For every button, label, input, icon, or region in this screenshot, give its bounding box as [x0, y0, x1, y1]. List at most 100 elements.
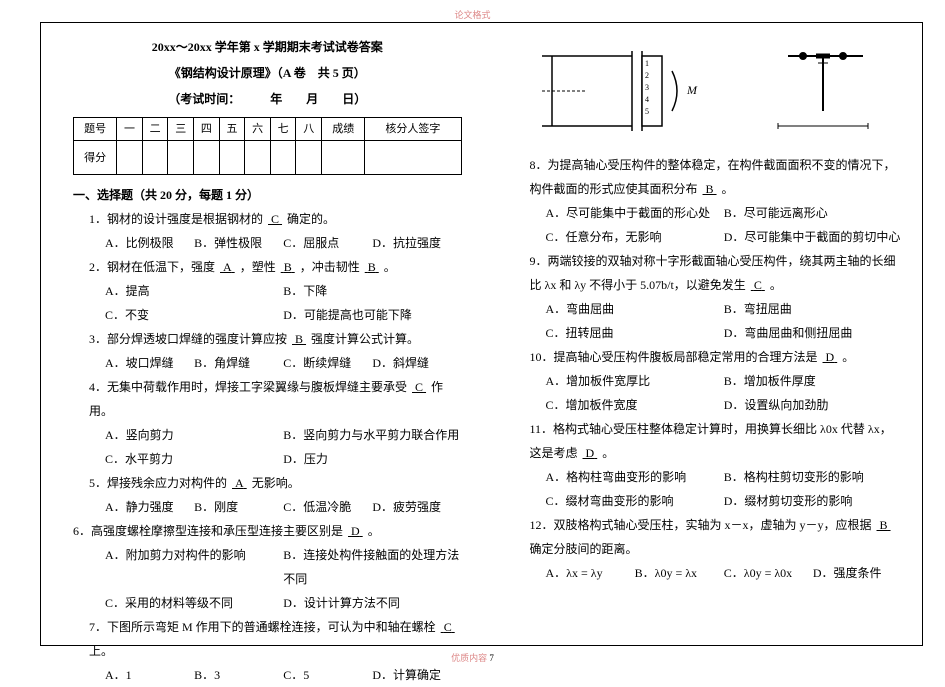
q6-optB: B．连接处构件接触面的处理方法不同 [283, 543, 461, 591]
q2-optA: A．提高 [105, 279, 283, 303]
q9-ans: C [749, 278, 767, 292]
page-number: 7 [489, 653, 494, 663]
q9-pre: 9．两端铰接的双轴对称十字形截面轴心受压构件，绕其两主轴的长细比 λx 和 λy… [530, 254, 896, 292]
th-6: 六 [245, 118, 271, 141]
q9-opts1: A．弯曲屈曲 B．弯扭屈曲 [546, 297, 903, 321]
q12-opts: A．λx = λy B．λ0y = λx C．λ0y = λ0x D．强度条件 [546, 561, 903, 585]
q10-optD: D．设置纵向加劲肋 [724, 393, 902, 417]
q2-opts1: A．提高 B．下降 [105, 279, 462, 303]
q7-diagram-row: 1 2 3 4 5 M [514, 33, 903, 153]
q3-suf: 强度计算公式计算。 [311, 332, 419, 346]
q7-optC: C．5 [283, 663, 372, 687]
score-value-row: 得分 [74, 141, 462, 175]
q4: 4．无集中荷载作用时，焊接工字梁翼缘与腹板焊缝主要承受 C 作用。 [89, 375, 462, 423]
q11-optC: C．缀材弯曲变形的影响 [546, 489, 724, 513]
q5-optA: A．静力强度 [105, 495, 194, 519]
q8-optD: D．尽可能集中于截面的剪切中心 [724, 225, 902, 249]
q6: 6．高强度螺栓摩擦型连接和承压型连接主要区别是 D 。 [73, 519, 462, 543]
header-line2: 《钢结构设计原理》（A 卷 共 5 页） [73, 61, 462, 85]
q4-optB: B．竖向剪力与水平剪力联合作用 [283, 423, 461, 447]
q8-suf: 。 [722, 182, 734, 196]
th-2: 二 [142, 118, 168, 141]
q11-optA: A．格构柱弯曲变形的影响 [546, 465, 724, 489]
q7-ans: C [439, 620, 457, 634]
q6-ans: D [346, 524, 365, 538]
q10-optA: A．增加板件宽厚比 [546, 369, 724, 393]
score-header-row: 题号 一 二 三 四 五 六 七 八 成绩 核分人签字 [74, 118, 462, 141]
q12-optA: A．λx = λy [546, 561, 635, 585]
score-row-label: 得分 [74, 141, 117, 175]
header-line3: （考试时间： 年 月 日） [73, 87, 462, 111]
q7-opts: A．1 B．3 C．5 D．计算确定 [105, 663, 462, 687]
q11-opts2: C．缀材弯曲变形的影响 D．缀材剪切变形的影响 [546, 489, 903, 513]
q7-optB: B．3 [194, 663, 283, 687]
q12-optB: B．λ0y = λx [635, 561, 724, 585]
q10-ans: D [821, 350, 840, 364]
q9-optA: A．弯曲屈曲 [546, 297, 724, 321]
q12-pre: 12．双肢格构式轴心受压柱，实轴为 x－x，虚轴为 y－y，应根据 [530, 518, 872, 532]
q4-optC: C．水平剪力 [105, 447, 283, 471]
q8-opts1: A．尽可能集中于截面的形心处 B．尽可能远离形心 [546, 201, 903, 225]
q2-optC: C．不变 [105, 303, 283, 327]
T-section-diagram-icon [768, 41, 878, 141]
q9-optC: C．扭转屈曲 [546, 321, 724, 345]
q1-optC: C．屈服点 [283, 231, 372, 255]
q11-optB: B．格构柱剪切变形的影响 [724, 465, 902, 489]
q3-opts: A．坡口焊缝 B．角焊缝 C．断续焊缝 D．斜焊缝 [105, 351, 462, 375]
q1-optB: B．弹性极限 [194, 231, 283, 255]
th-5: 五 [219, 118, 245, 141]
q11-opts1: A．格构柱弯曲变形的影响 B．格构柱剪切变形的影响 [546, 465, 903, 489]
svg-text:M: M [686, 83, 698, 97]
q5: 5．焊接残余应力对构件的 A 无影响。 [89, 471, 462, 495]
q2-pre: 2．钢材在低温下，强度 [89, 260, 215, 274]
q10-optC: C．增加板件宽度 [546, 393, 724, 417]
q11: 11．格构式轴心受压柱整体稳定计算时，用换算长细比 λ0x 代替 λx，这是考虑… [530, 417, 903, 465]
score-table: 题号 一 二 三 四 五 六 七 八 成绩 核分人签字 得分 [73, 117, 462, 175]
th-7: 七 [270, 118, 296, 141]
th-8: 八 [296, 118, 322, 141]
q5-pre: 5．焊接残余应力对构件的 [89, 476, 227, 490]
q5-optD: D．疲劳强度 [372, 495, 461, 519]
q6-opts1: A．附加剪力对构件的影响 B．连接处构件接触面的处理方法不同 [105, 543, 462, 591]
svg-text:1: 1 [645, 59, 649, 68]
q9-optD: D．弯曲屈曲和侧扭屈曲 [724, 321, 902, 345]
header-line1: 20xx～20xx 学年第 x 学期期末考试试卷答案 [73, 35, 462, 59]
q1-stem-suf: 确定的。 [287, 212, 335, 226]
q2-m2: ，冲击韧性 [300, 260, 360, 274]
q3-ans: B [290, 332, 308, 346]
q6-optD: D．设计计算方法不同 [283, 591, 461, 615]
svg-text:5: 5 [645, 107, 649, 116]
q1: 1．钢材的设计强度是根据钢材的 C 确定的。 [89, 207, 462, 231]
q10-opts2: C．增加板件宽度 D．设置纵向加劲肋 [546, 393, 903, 417]
q3-optA: A．坡口焊缝 [105, 351, 194, 375]
q3-optC: C．断续焊缝 [283, 351, 372, 375]
q5-opts: A．静力强度 B．刚度 C．低温冷脆 D．疲劳强度 [105, 495, 462, 519]
q12-optC: C．λ0y = λ0x [724, 561, 813, 585]
q4-optA: A．竖向剪力 [105, 423, 283, 447]
q5-optB: B．刚度 [194, 495, 283, 519]
q4-optD: D．压力 [283, 447, 461, 471]
q6-optA: A．附加剪力对构件的影响 [105, 543, 283, 591]
th-3: 三 [168, 118, 194, 141]
q3-optD: D．斜焊缝 [372, 351, 461, 375]
th-10: 核分人签字 [365, 118, 461, 141]
q1-answer: C [266, 212, 284, 226]
th-1: 一 [117, 118, 143, 141]
q6-optC: C．采用的材料等级不同 [105, 591, 283, 615]
q6-opts2: C．采用的材料等级不同 D．设计计算方法不同 [105, 591, 462, 615]
q12: 12．双肢格构式轴心受压柱，实轴为 x－x，虚轴为 y－y，应根据 B 确定分肢… [530, 513, 903, 561]
q2-a1: A [218, 260, 237, 274]
q10-suf: 。 [842, 350, 854, 364]
q2-a3: B [363, 260, 381, 274]
q8-optC: C．任意分布，无影响 [546, 225, 724, 249]
q3: 3．部分焊透坡口焊缝的强度计算应按 B 强度计算公式计算。 [89, 327, 462, 351]
q8-optB: B．尽可能远离形心 [724, 201, 902, 225]
th-4: 四 [194, 118, 220, 141]
q9-optB: B．弯扭屈曲 [724, 297, 902, 321]
q7-optD: D．计算确定 [372, 663, 461, 687]
q2-a2: B [279, 260, 297, 274]
q10-pre: 10．提高轴心受压构件腹板局部稳定常用的合理方法是 [530, 350, 818, 364]
q3-optB: B．角焊缝 [194, 351, 283, 375]
q1-optA: A．比例极限 [105, 231, 194, 255]
q2-m1: ，塑性 [240, 260, 276, 274]
